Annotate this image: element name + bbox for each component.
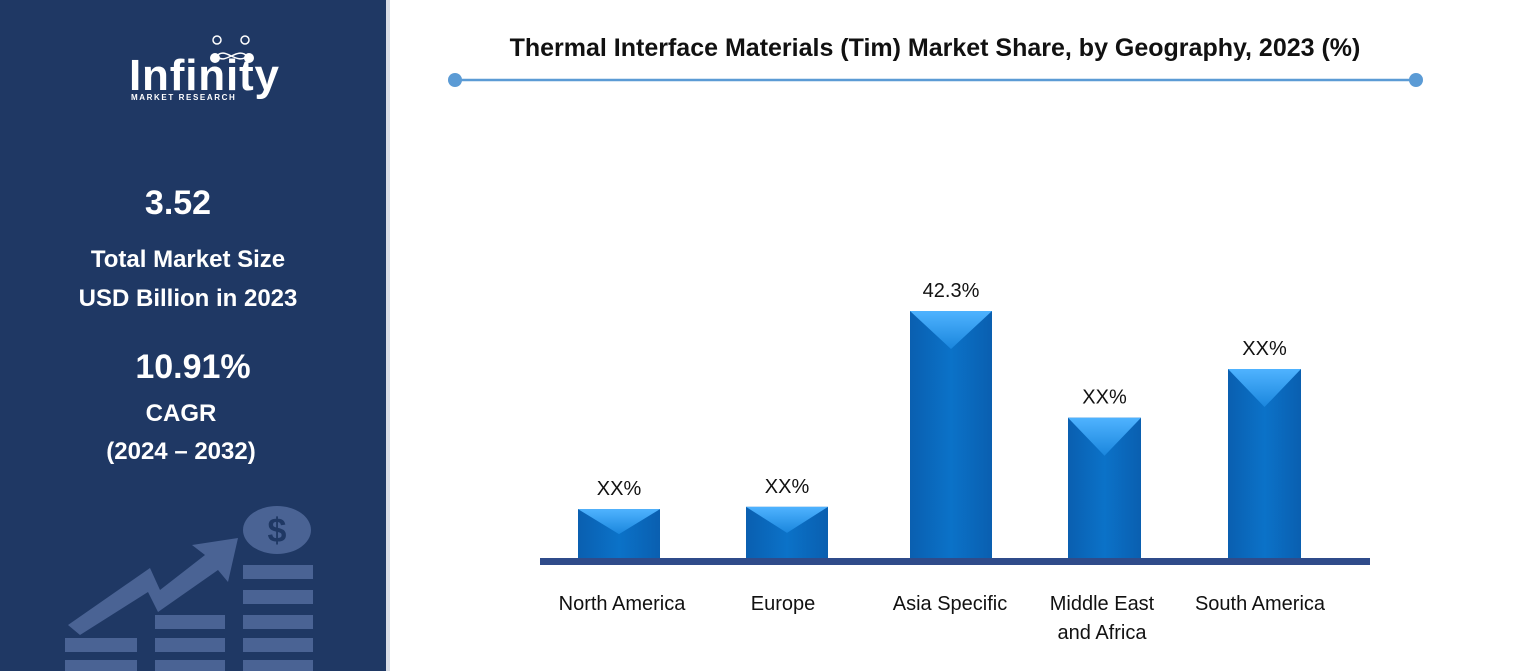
cagr-label: CAGR [145,400,217,427]
data-label: XX% [1242,338,1287,360]
svg-text:$: $ [268,512,287,550]
data-label: XX% [1082,387,1127,409]
bar-highlight [746,506,828,533]
category-label: North America [559,593,687,615]
cagr-value: 10.91% [135,348,251,386]
cagr-period: (2024 – 2032) [106,438,256,465]
sidebar: Infinity MARKET RESEARCH 3.52 Total Mark… [0,0,390,671]
market-size-label: Total Market Size [90,246,286,273]
bar-highlight [578,509,660,535]
bar-highlight [1068,417,1141,456]
chart-title: Thermal Interface Materials (Tim) Market… [509,34,1361,62]
infinity-logo: Infinity MARKET RESEARCH [129,35,280,102]
category-label: Middle East [1050,593,1155,615]
category-label: Europe [751,593,816,615]
market-size-value: 3.52 [144,184,212,222]
svg-text:MARKET RESEARCH: MARKET RESEARCH [131,93,236,102]
category-label: South America [1195,593,1326,615]
bar-highlight [1228,369,1301,408]
title-rule-dot-left [448,73,462,87]
svg-text:Infinity: Infinity [129,51,280,100]
data-label: 42.3% [923,280,980,302]
data-label: XX% [597,478,642,500]
market-size-unit: USD Billion in 2023 [78,285,298,312]
baseline-axis [540,558,1370,565]
title-rule-dot-right [1409,73,1423,87]
bar-highlight [910,311,992,349]
bar [910,311,992,559]
category-label: Asia Specific [893,593,1008,615]
category-label: and Africa [1058,622,1148,644]
growth-chart-icon: $ [65,506,313,671]
data-label: XX% [765,476,810,498]
